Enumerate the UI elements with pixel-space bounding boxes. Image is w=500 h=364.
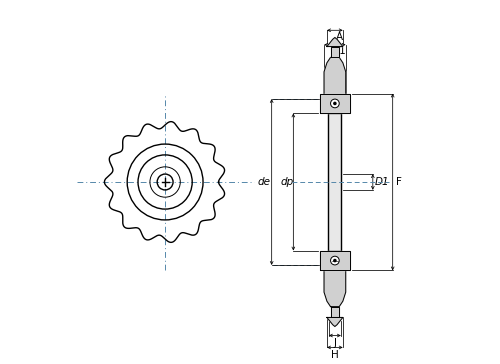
Circle shape [330,256,339,265]
Polygon shape [324,265,345,306]
Polygon shape [330,47,339,58]
Text: H: H [331,351,339,360]
Polygon shape [327,317,343,327]
Polygon shape [330,306,339,317]
Text: de: de [258,177,271,187]
Polygon shape [327,37,343,47]
Polygon shape [324,58,345,99]
Polygon shape [328,113,342,251]
Text: F: F [396,177,402,187]
Text: D1: D1 [374,177,389,187]
Text: B1: B1 [332,46,346,56]
Text: J: J [334,338,336,348]
Text: A: A [336,32,343,42]
Text: dp: dp [280,177,293,187]
Polygon shape [320,251,350,270]
Polygon shape [320,94,350,113]
Circle shape [330,99,339,108]
Circle shape [334,102,336,104]
Circle shape [334,260,336,262]
